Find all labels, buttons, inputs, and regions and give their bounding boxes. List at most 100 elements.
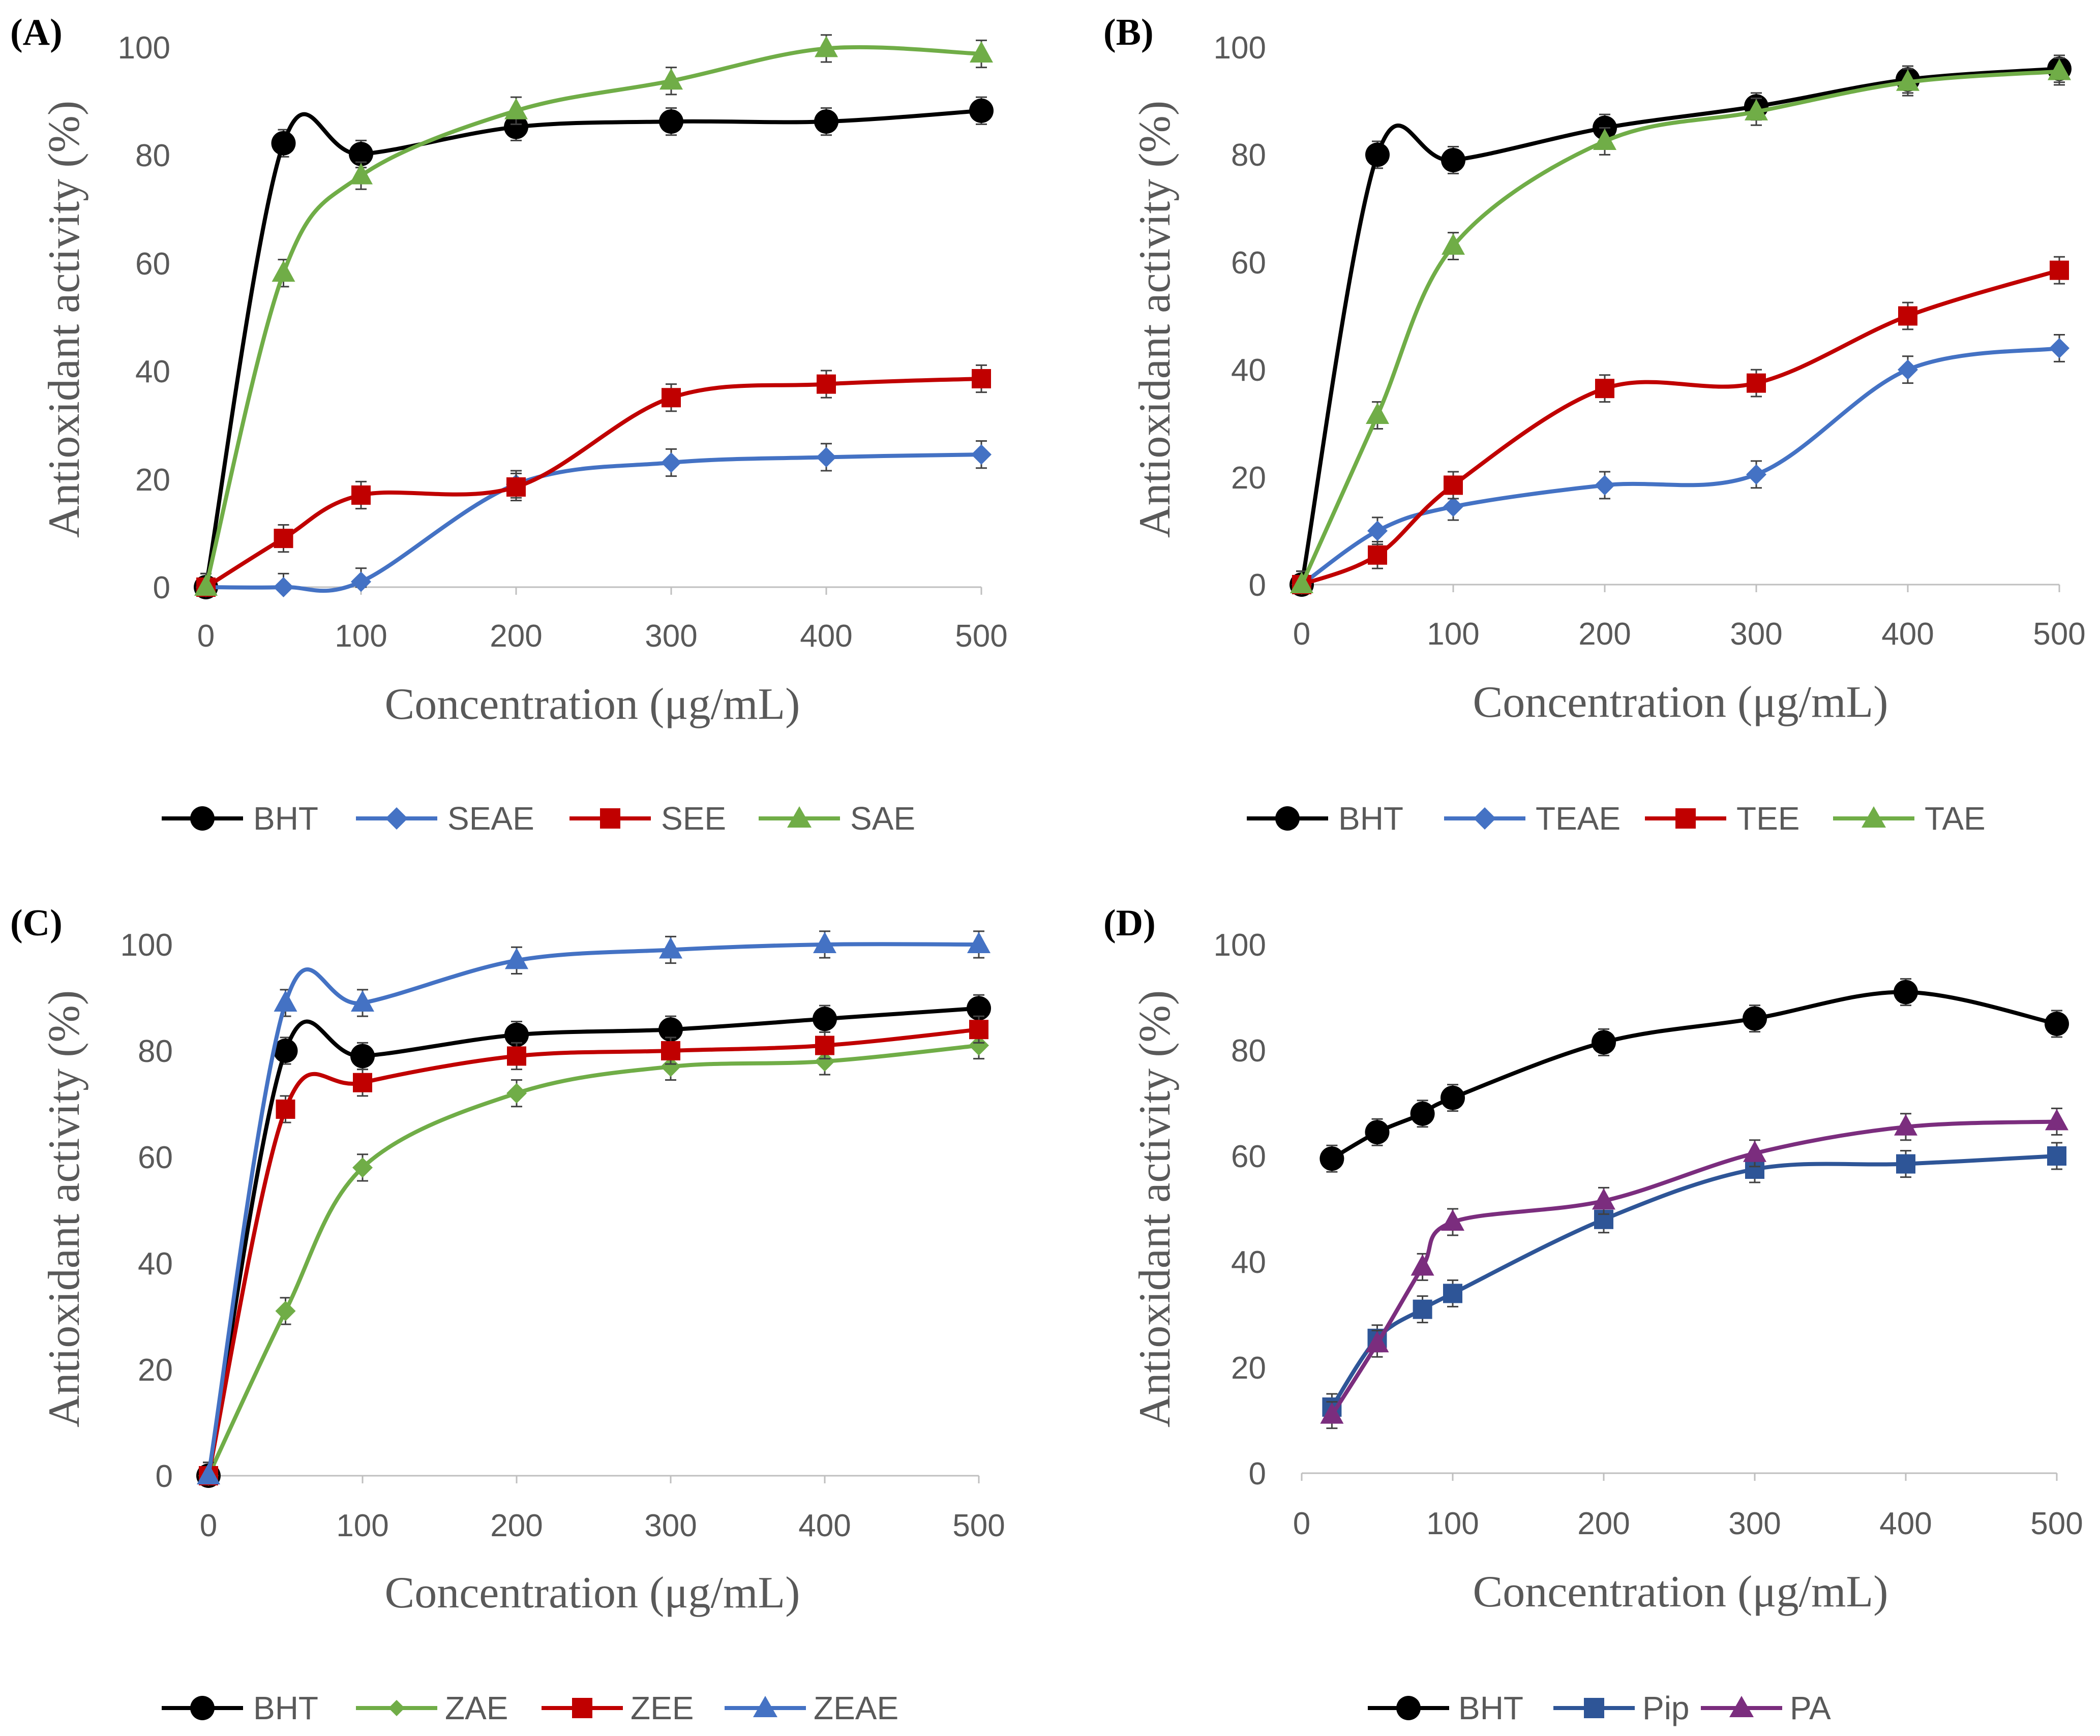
- data-point-bht-50: [271, 131, 296, 156]
- panel-d-x-tick-200: 200: [1577, 1506, 1630, 1541]
- data-point-see-200: [506, 477, 526, 497]
- legend-triangle-marker-icon: [753, 1696, 777, 1717]
- data-point-pip-100: [1443, 1284, 1462, 1303]
- data-point-seae-500: [971, 444, 992, 465]
- data-point-sae-100: [349, 163, 373, 185]
- series-line-bht: [1331, 990, 2057, 1161]
- series-line-zeae: [206, 942, 979, 1476]
- panel-b-legend-tee[interactable]: TEE: [1645, 800, 1799, 837]
- data-point-bht-200: [1592, 1030, 1616, 1055]
- data-point-see-100: [351, 485, 371, 505]
- panel-a-legend-sae[interactable]: SAE: [759, 800, 915, 837]
- panel-d-y-tick-100: 100: [1214, 928, 1266, 963]
- data-point-sae-50: [272, 260, 295, 282]
- panel-a-legend-see[interactable]: SEE: [569, 800, 726, 837]
- data-point-pip-500: [2047, 1146, 2066, 1166]
- panel-a-x-tick-0: 0: [197, 619, 215, 654]
- panel-c-series: [196, 930, 991, 1488]
- panel-b-series-tae: [1290, 57, 2071, 593]
- panel-a-legend-bht[interactable]: BHT: [162, 800, 318, 837]
- legend-label-sae: SAE: [850, 800, 915, 837]
- legend-label-bht: BHT: [1338, 800, 1403, 837]
- legend-label-zeae: ZEAE: [814, 1690, 898, 1726]
- panel-b-x-tick-0: 0: [1293, 617, 1310, 652]
- data-point-pip-80: [1413, 1299, 1432, 1319]
- data-point-seae-100: [351, 571, 371, 592]
- data-point-seae-400: [816, 447, 836, 468]
- data-point-bht-200: [504, 1022, 529, 1047]
- panel-c-legend-zae[interactable]: ZAE: [356, 1690, 508, 1726]
- data-point-bht-300: [1743, 1006, 1767, 1031]
- panel-b-legend-bht[interactable]: BHT: [1247, 800, 1403, 837]
- panel-a-x-axis-title: Concentration (μg/mL): [385, 680, 800, 729]
- panel-b-y-axis-title: Antioxidant activity (%): [1130, 101, 1180, 538]
- legend-label-pip: Pip: [1642, 1690, 1690, 1726]
- panel-d-legend: BHT Pip PA: [1368, 1690, 1831, 1726]
- panel-d-legend-bht[interactable]: BHT: [1368, 1690, 1523, 1726]
- panel-c-y-axis-title: Antioxidant activity (%): [40, 990, 89, 1427]
- panel-c-y-tick-40: 40: [138, 1246, 173, 1282]
- data-point-bht-50: [273, 1039, 298, 1063]
- panel-d: (D) Antioxidant activity (%) Concentrati…: [1103, 902, 2083, 1726]
- panel-b-series-tee: [1292, 256, 2069, 594]
- data-point-bht-100: [350, 1044, 375, 1069]
- data-point-bht-400: [813, 1007, 837, 1031]
- panel-a-x-ticks: 0 100 200 300 400 500: [197, 587, 1008, 654]
- panel-d-series: [1319, 978, 2069, 1429]
- panel-c: (C) Antioxidant activity (%) Concentrati…: [10, 902, 1005, 1726]
- panel-a-series-bht: [194, 96, 994, 599]
- panel-b-x-tick-500: 500: [2033, 617, 2085, 652]
- panel-a-x-tick-100: 100: [335, 619, 387, 654]
- data-point-tee-100: [1444, 475, 1463, 495]
- data-point-bht-300: [658, 1017, 683, 1042]
- panel-c-series-zeae: [197, 930, 991, 1484]
- panel-b-legend-teae[interactable]: TEAE: [1444, 800, 1621, 837]
- panel-a-x-tick-400: 400: [800, 619, 852, 654]
- data-point-zeae-500: [967, 932, 991, 953]
- data-point-sae-400: [815, 36, 838, 57]
- data-point-zee-400: [815, 1035, 834, 1055]
- panel-b-y-ticks: 0 20 40 60 80 100: [1214, 31, 1266, 603]
- panel-c-x-tick-200: 200: [490, 1508, 543, 1543]
- legend-circle-marker-icon: [1275, 806, 1300, 831]
- panel-d-legend-pip[interactable]: Pip: [1553, 1690, 1690, 1726]
- data-point-pip-400: [1896, 1154, 1915, 1174]
- data-point-zee-50: [276, 1099, 295, 1119]
- panel-b-x-tick-100: 100: [1427, 617, 1479, 652]
- panel-b-x-tick-200: 200: [1578, 617, 1631, 652]
- panel-b-y-tick-60: 60: [1231, 246, 1266, 281]
- data-point-sae-500: [970, 41, 993, 63]
- panel-c-y-ticks: 0 20 40 60 80 100: [121, 928, 173, 1494]
- legend-label-tae: TAE: [1925, 800, 1986, 837]
- data-point-tae-0: [1290, 572, 1313, 593]
- panel-c-legend-zee[interactable]: ZEE: [542, 1690, 694, 1726]
- data-point-sae-0: [194, 574, 218, 596]
- panel-b-legend-tae[interactable]: TAE: [1833, 800, 1986, 837]
- legend-circle-marker-icon: [1396, 1696, 1421, 1720]
- legend-label-bht: BHT: [253, 1690, 318, 1726]
- legend-circle-marker-icon: [190, 1696, 215, 1720]
- legend-label-bht: BHT: [253, 800, 318, 837]
- panel-d-x-tick-500: 500: [2030, 1506, 2083, 1541]
- legend-square-marker-icon: [600, 808, 620, 829]
- panel-a-y-tick-20: 20: [135, 463, 170, 498]
- series-line-zee: [206, 1027, 979, 1476]
- data-point-see-50: [274, 529, 293, 549]
- series-line-pip: [1330, 1154, 2057, 1409]
- panel-d-x-tick-0: 0: [1293, 1506, 1310, 1541]
- data-point-pa-300: [1743, 1140, 1766, 1162]
- series-line-tae: [1300, 69, 2060, 586]
- legend-square-marker-icon: [1584, 1698, 1604, 1718]
- panel-c-x-tick-0: 0: [200, 1508, 217, 1543]
- legend-label-zee: ZEE: [631, 1690, 694, 1726]
- panel-c-legend-zeae[interactable]: ZEAE: [725, 1690, 898, 1726]
- panel-c-legend-bht[interactable]: BHT: [162, 1690, 318, 1726]
- data-point-zae-300: [661, 1056, 681, 1077]
- data-point-zee-500: [969, 1020, 988, 1040]
- data-point-zae-100: [352, 1157, 373, 1178]
- data-point-tae-400: [1896, 69, 1919, 91]
- panel-d-legend-pa[interactable]: PA: [1701, 1690, 1831, 1726]
- panel-a-legend-seae[interactable]: SEAE: [356, 800, 534, 837]
- data-point-zee-100: [353, 1073, 372, 1092]
- series-line-pa: [1330, 1119, 2057, 1416]
